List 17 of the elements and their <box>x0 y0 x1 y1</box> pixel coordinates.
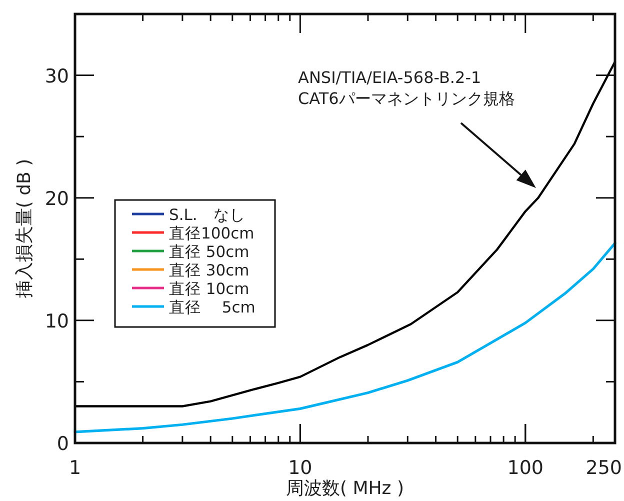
legend-label: 直径 5cm <box>169 298 256 316</box>
legend-label: 直径 30cm <box>169 262 250 280</box>
x-tick-label: 100 <box>507 457 544 479</box>
x-tick-label: 250 <box>586 457 622 479</box>
legend-label: 直径 50cm <box>169 243 250 261</box>
x-tick-label: 1 <box>68 457 82 479</box>
y-tick-label: 30 <box>44 65 69 88</box>
annotation: ANSI/TIA/EIA-568-B.2-1 CAT6パーマネントリンク規格 <box>298 68 515 108</box>
y-tick-label: 0 <box>56 433 69 455</box>
legend-label: S.L. なし <box>169 206 246 224</box>
x-tick-label: 10 <box>288 457 312 479</box>
y-tick-label: 20 <box>44 188 69 210</box>
legend-label: 直径 10cm <box>169 280 250 298</box>
legend-label: 直径100cm <box>169 224 254 242</box>
x-axis-title: 周波数( MHz ) <box>286 478 404 499</box>
y-axis-title: 挿入損失量( dB ) <box>14 158 35 298</box>
y-tick-label: 10 <box>44 310 69 332</box>
